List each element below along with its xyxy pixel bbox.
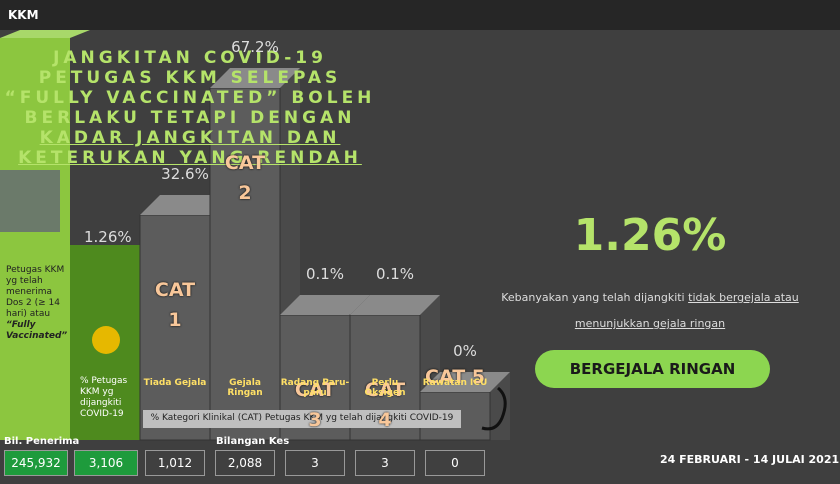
category-label: Tiada Gejala bbox=[143, 378, 207, 388]
category-caption: % Kategori Klinikal (CAT) Petugas KKM yg… bbox=[150, 413, 454, 423]
infected-box: 3,106 bbox=[74, 450, 138, 476]
bar-top bbox=[350, 295, 440, 315]
cat-label: CAT 2 bbox=[210, 148, 280, 208]
cat-text: 2 bbox=[238, 182, 252, 204]
cases-box: 2,088 bbox=[215, 450, 275, 476]
left-caption: Petugas KKM yg telah menerima Dos 2 (≥ 1… bbox=[6, 265, 68, 342]
cat-text: 3 bbox=[308, 409, 322, 431]
cat-label: CAT 4 bbox=[350, 375, 420, 435]
category-label: Radang Paru-paru bbox=[280, 378, 350, 398]
cases-box: 3 bbox=[285, 450, 345, 476]
headline-line: BERLAKU TETAPI DENGAN bbox=[24, 108, 356, 128]
cat-text: CAT bbox=[294, 379, 336, 401]
recipients-label: Bil. Penerima bbox=[4, 436, 80, 447]
bar-percent: 32.6% bbox=[161, 165, 209, 183]
bar-top bbox=[210, 68, 300, 88]
note-text: Kebanyakan yang telah dijangkiti bbox=[501, 291, 689, 304]
cat-text: CAT 5 bbox=[425, 366, 485, 388]
bar-percent: 0.1% bbox=[305, 265, 345, 283]
big-rate: 1.26% bbox=[573, 210, 727, 261]
rate-caption: % Petugas KKM yg dijangkiti COVID-19 bbox=[80, 376, 128, 419]
cases-box: 3 bbox=[355, 450, 415, 476]
cat-label: CAT 1 bbox=[140, 275, 210, 335]
period: 24 FEBRUARI - 14 JULAI 2021 bbox=[660, 453, 840, 466]
virus-icon bbox=[92, 326, 120, 354]
header-bar bbox=[0, 0, 840, 30]
note-underlined: menunjukkan gejala ringan bbox=[574, 317, 726, 330]
headline-line: JANGKITAN COVID-19 bbox=[53, 48, 327, 68]
category-label: Perlu Oksigen bbox=[364, 378, 406, 398]
headline: JANGKITAN COVID-19 PETUGAS KKM SELEPAS “FU… bbox=[0, 48, 380, 168]
note-underlined: tidak bergejala atau bbox=[688, 291, 799, 304]
cat-text: 4 bbox=[378, 409, 392, 431]
left-column bbox=[0, 38, 70, 440]
cases-box: 1,012 bbox=[145, 450, 205, 476]
cat-label: CAT 5 bbox=[420, 362, 490, 392]
headline-line: “FULLY VACCINATED” BOLEH bbox=[4, 88, 376, 108]
bar-percent: 67.2% bbox=[231, 38, 279, 56]
headline-line: PETUGAS KKM SELEPAS bbox=[38, 68, 342, 88]
headline-underlined: KADAR JANGKITAN DAN bbox=[39, 128, 341, 148]
cat-label: CAT 3 bbox=[280, 375, 350, 435]
bar bbox=[139, 214, 211, 441]
cat-text: CAT bbox=[364, 379, 406, 401]
cat-text: CAT bbox=[154, 279, 196, 301]
category-label: Rawatan ICU bbox=[422, 378, 488, 388]
photo bbox=[0, 170, 60, 232]
cases-label: Bilangan Kes bbox=[216, 436, 290, 447]
caption-bar bbox=[143, 410, 461, 428]
header-title: KKM bbox=[8, 8, 39, 22]
bar-side bbox=[490, 372, 510, 440]
left-rate: 1.26% bbox=[84, 228, 132, 246]
button[interactable]: BERGEJALA RINGAN bbox=[535, 350, 770, 388]
cat-text: 1 bbox=[168, 309, 182, 331]
bar-top bbox=[140, 195, 230, 215]
bar-top bbox=[420, 372, 510, 392]
recipients-box: 245,932 bbox=[4, 450, 68, 476]
cases-box: 0 bbox=[425, 450, 485, 476]
stethoscope bbox=[481, 386, 507, 431]
caption-text: Petugas KKM yg telah menerima Dos 2 (≥ 1… bbox=[6, 265, 65, 319]
left-column-top bbox=[0, 30, 90, 38]
cat-text: CAT bbox=[224, 152, 266, 174]
bar-percent: 0% bbox=[453, 342, 477, 360]
category-label: Gejala Ringan bbox=[227, 378, 263, 398]
caption-emphasis: “Fully Vaccinated” bbox=[6, 320, 68, 341]
bar-percent: 0.1% bbox=[375, 265, 415, 283]
bar-top bbox=[280, 295, 370, 315]
bar bbox=[209, 87, 281, 441]
headline-underlined: KETERUKAN YANG RENDAH bbox=[18, 148, 362, 168]
note: Kebanyakan yang telah dijangkiti tidak b… bbox=[460, 285, 840, 337]
